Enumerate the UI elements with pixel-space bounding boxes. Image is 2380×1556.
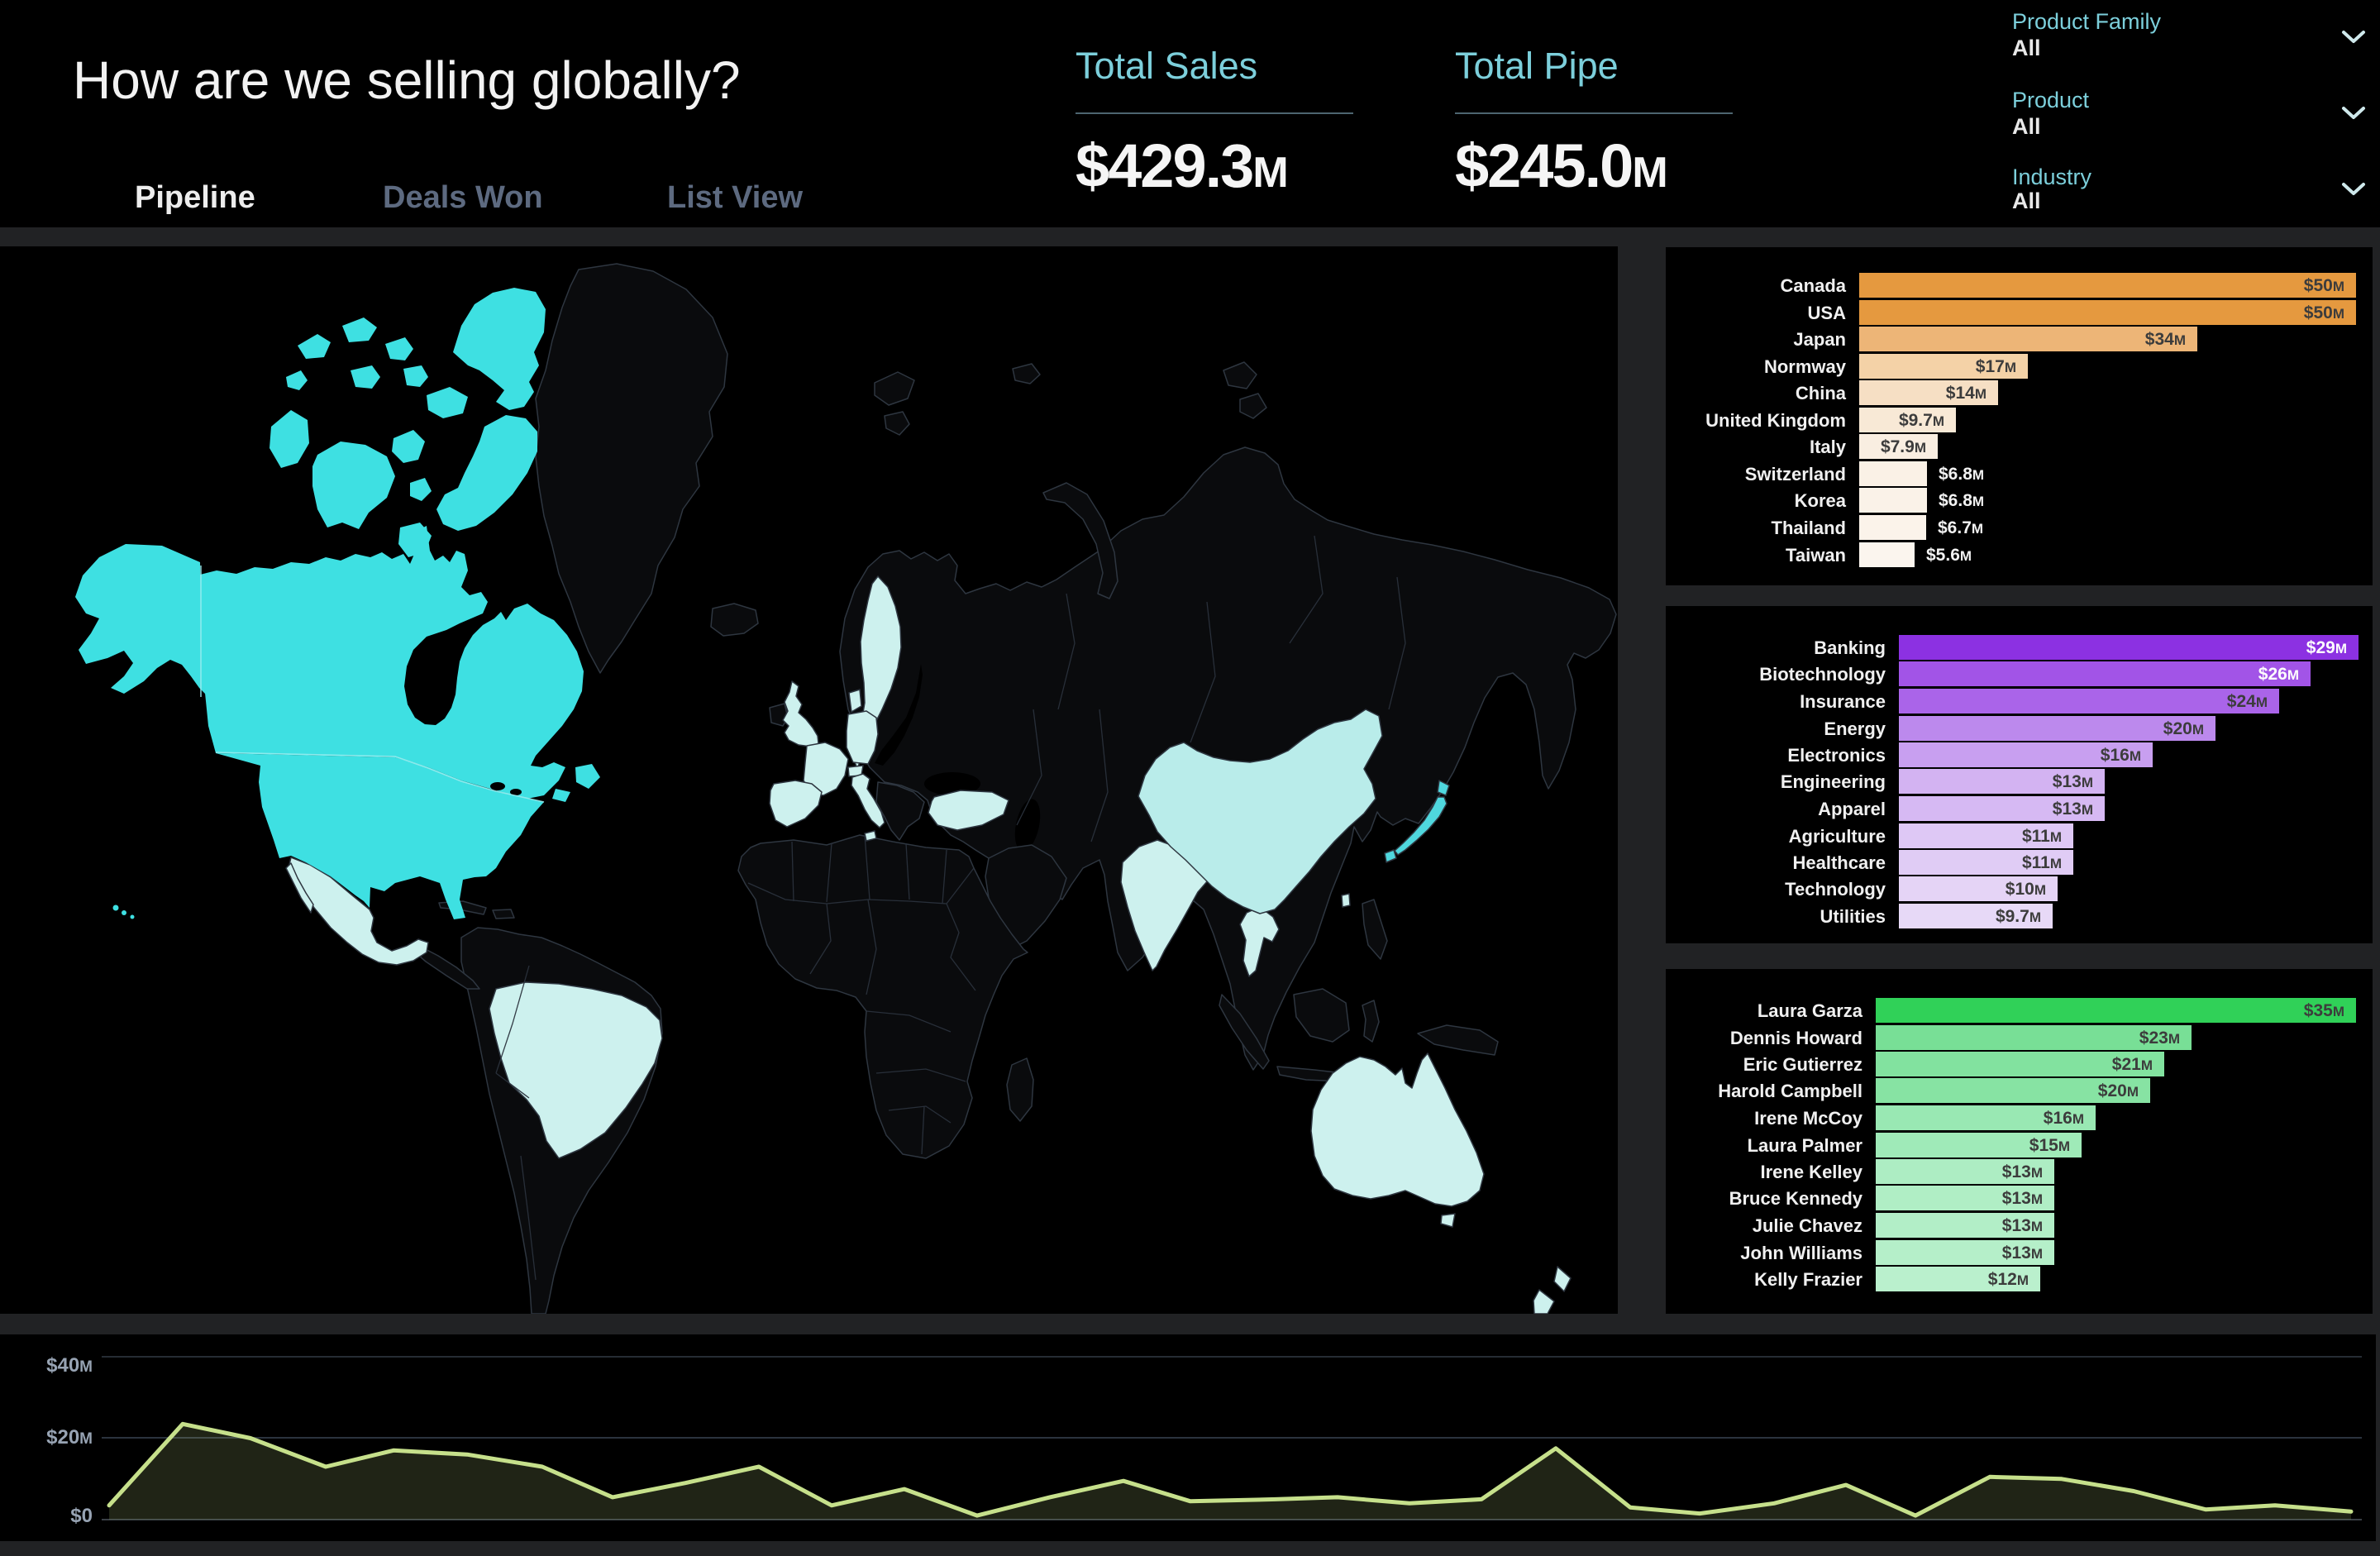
svg-text:$40M: $40M (46, 1354, 93, 1377)
svg-text:$20M: $20M (46, 1426, 93, 1449)
svg-text:$0: $0 (70, 1505, 93, 1527)
